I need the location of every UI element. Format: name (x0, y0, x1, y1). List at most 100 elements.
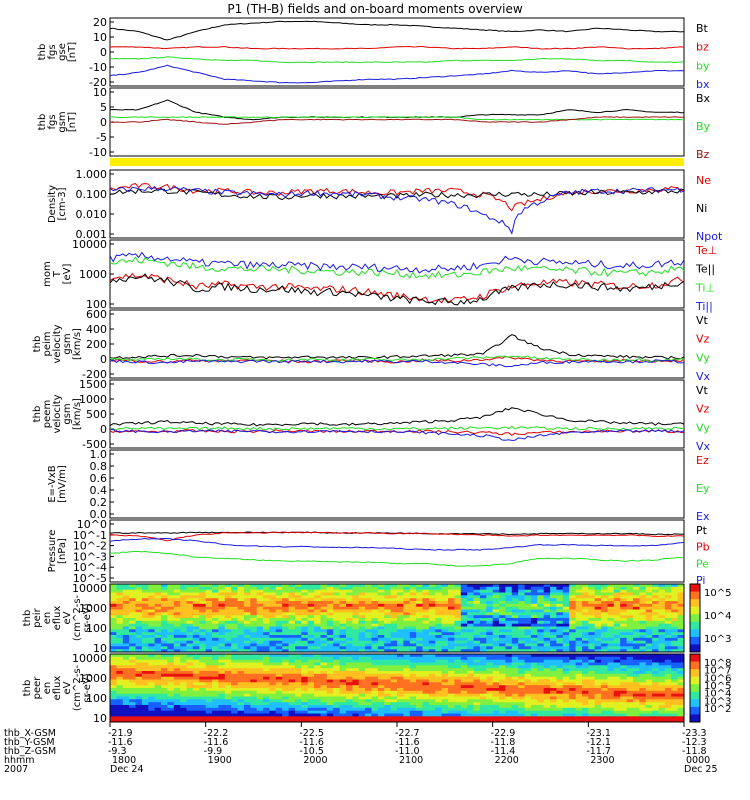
spectrogram-cell (250, 676, 258, 680)
spectrogram-cell (173, 710, 181, 714)
spectrogram-cell (601, 654, 608, 658)
spectrogram-cell (677, 586, 685, 590)
y-axis-title: thb (37, 44, 48, 61)
spectrogram-cell (212, 584, 219, 588)
spectrogram-cell (358, 586, 366, 590)
spectrogram-cell (243, 668, 251, 672)
spectrogram-cell (377, 646, 385, 650)
spectrogram-cell (339, 584, 347, 588)
spectrogram-cell (365, 682, 372, 686)
spectrogram-cell (339, 615, 347, 619)
spectrogram-cell (186, 665, 194, 669)
spectrogram-cell (428, 707, 436, 711)
spectrogram-cell (658, 699, 666, 703)
spectrogram-cell (454, 702, 462, 706)
spectrogram-cell (537, 598, 545, 602)
spectrogram-cell (161, 598, 168, 602)
spectrogram-cell (186, 615, 194, 619)
spectrogram-cell (326, 586, 334, 590)
y-tick-label: -500 (82, 438, 107, 451)
spectrogram-cell (141, 640, 149, 644)
spectrogram-cell (620, 623, 627, 627)
spectrogram-cell (435, 629, 443, 633)
spectrogram-cell (499, 673, 506, 677)
spectrogram-cell (346, 662, 353, 666)
spectrogram-cell (141, 699, 149, 703)
spectrogram-cell (346, 688, 353, 692)
spectrogram-cell (409, 603, 417, 607)
spectrogram-cell (237, 696, 245, 700)
spectrogram-cell (173, 688, 181, 692)
spectrogram-cell (237, 719, 245, 723)
spectrogram-cell (569, 612, 576, 616)
spectrogram-cell (422, 626, 430, 630)
spectrogram-cell (537, 696, 545, 700)
colorbar-segment (690, 614, 700, 623)
spectrogram-cell (231, 586, 238, 590)
spectrogram-cell (339, 707, 347, 711)
spectrogram-cell (110, 671, 117, 675)
spectrogram-cell (518, 632, 525, 636)
spectrogram-cell (511, 589, 519, 593)
spectrogram-cell (505, 699, 513, 703)
spectrogram-cell (129, 601, 136, 605)
spectrogram-cell (256, 688, 264, 692)
spectrogram-cell (492, 649, 500, 653)
spectrogram-cell (505, 586, 513, 590)
y-axis-title: thb (22, 610, 33, 627)
spectrogram-cell (473, 676, 481, 680)
spectrogram-cell (479, 643, 487, 647)
spectrogram-cell (518, 676, 525, 680)
spectrogram-cell (365, 632, 372, 636)
spectrogram-cell (339, 632, 347, 636)
spectrogram-cell (492, 646, 500, 650)
spectrogram-cell (141, 719, 149, 723)
spectrogram-cell (301, 620, 309, 624)
spectrogram-cell (346, 615, 353, 619)
spectrogram-cell (613, 707, 621, 711)
spectrogram-cell (192, 618, 200, 622)
spectrogram-cell (613, 601, 621, 605)
spectrogram-cell (218, 656, 226, 660)
spectrogram-cell (575, 609, 583, 613)
spectrogram-cell (569, 716, 576, 720)
legend-entry: Bt (696, 22, 709, 35)
spectrogram-cell (633, 615, 640, 619)
spectrogram-cell (186, 696, 194, 700)
spectrogram-cell (218, 632, 226, 636)
spectrogram-cell (288, 673, 296, 677)
spectrogram-cell (371, 595, 379, 599)
spectrogram-cell (454, 620, 462, 624)
spectrogram-cell (416, 716, 423, 720)
spectrogram-cell (365, 598, 372, 602)
spectrogram-cell (626, 623, 634, 627)
spectrogram-cell (231, 696, 238, 700)
spectrogram-cell (671, 676, 678, 680)
spectrogram-cell (129, 696, 136, 700)
spectrogram-cell (180, 637, 187, 641)
spectrogram-cell (237, 592, 245, 596)
spectrogram-cell (550, 688, 557, 692)
spectrogram-cell (397, 685, 404, 689)
spectrogram-cell (397, 618, 404, 622)
series-line (109, 273, 685, 306)
spectrogram-cell (339, 671, 347, 675)
footer-time: 0000 (686, 755, 710, 766)
spectrogram-cell (269, 646, 277, 650)
spectrogram-cell (556, 685, 564, 689)
spectrogram-cell (320, 603, 328, 607)
spectrogram-cell (122, 690, 130, 694)
colorbar-segment (690, 591, 700, 600)
spectrogram-cell (333, 705, 340, 709)
spectrogram-cell (530, 702, 538, 706)
spectrogram-cell (613, 635, 621, 639)
spectrogram-cell (671, 716, 678, 720)
spectrogram-cell (161, 654, 168, 658)
spectrogram-cell (652, 688, 659, 692)
spectrogram-cell (543, 592, 551, 596)
spectrogram-cell (664, 603, 672, 607)
spectrogram-cell (161, 589, 168, 593)
spectrogram-cell (154, 598, 162, 602)
spectrogram-cell (613, 646, 621, 650)
spectrogram-cell (173, 640, 181, 644)
